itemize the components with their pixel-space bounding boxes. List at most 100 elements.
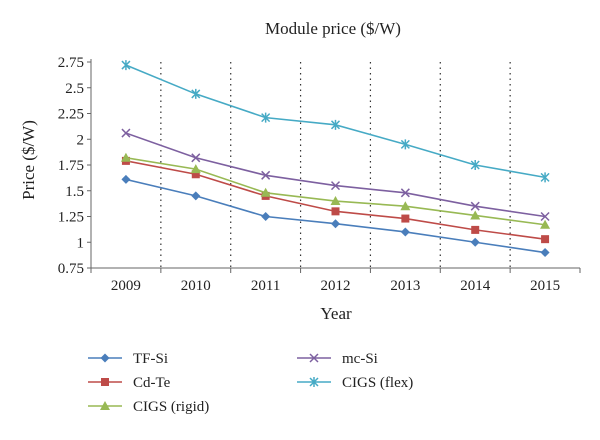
data-point-cigs-rigid [330,196,341,206]
y-tick-label: 1.75 [58,158,84,174]
data-point-cd-te-shape [191,170,200,179]
legend-marker-shape [309,353,319,363]
x-tick-label: 2010 [181,278,211,294]
data-point-mc-si [540,211,550,222]
plot-area: 0.75 1 1.25 1.5 1.75 2 2.25 2.5 2.75 2009 2010 2011… [58,55,581,294]
chart-title: Module price ($/W) [265,19,401,38]
data-point-mc-si-shape [261,170,271,180]
data-point-cigs-flex [121,60,131,71]
data-point-cd-te-shape [331,207,340,216]
y-tick-label: 2.25 [58,107,84,123]
y-axis-title: Price ($/W) [19,120,38,200]
data-point-cd-te [331,207,340,216]
x-tick-label: 2011 [251,278,280,294]
x-tick-label: 2012 [321,278,351,294]
data-point-cigs-flex-shape [261,112,271,123]
data-point-cigs-flex [540,172,550,183]
data-point-cigs-flex-shape [330,119,341,130]
legend-label: TF-Si [133,351,168,367]
data-point-tf-si-shape [400,227,410,237]
legend-marker-shape [309,377,319,387]
legend-marker-shape [100,353,110,363]
data-point-cd-te-shape [471,225,480,234]
data-point-cigs-rigid [400,201,411,211]
data-point-tf-si [540,248,550,258]
data-point-cigs-rigid-shape [470,210,481,220]
y-tick-label: 2.75 [58,55,84,71]
x-tick-label: 2014 [460,278,491,294]
data-point-tf-si-shape [261,212,271,221]
data-point-mc-si-shape [400,188,410,198]
data-point-cigs-flex-shape [540,172,550,183]
data-point-cigs-rigid-shape [330,196,341,206]
data-point-tf-si-shape [470,237,480,247]
data-point-tf-si [121,174,131,184]
data-point-cigs-flex [470,160,480,170]
y-tick-label: 1.25 [58,210,84,226]
data-point-cigs-rigid [540,219,551,229]
data-point-mc-si-shape [191,153,201,163]
legend-label: Cd-Te [133,375,171,391]
legend-item-tf-si: TF-Si [88,351,168,367]
data-point-cd-te [541,235,550,244]
legend-label: mc-Si [342,351,378,367]
data-point-cigs-rigid [260,187,271,197]
data-point-cigs-flex [330,119,341,130]
data-point-cigs-rigid [190,164,201,174]
legend-marker [100,353,110,363]
data-point-tf-si [261,212,271,221]
data-point-cd-te [191,170,200,179]
data-point-tf-si-shape [331,219,340,229]
data-point-mc-si-shape [540,211,550,222]
legend-marker-shape [101,378,109,386]
data-point-cd-te [471,225,480,234]
data-point-cigs-flex [400,139,410,150]
data-point-tf-si-shape [540,248,550,258]
y-tick-label: 0.75 [58,261,84,277]
data-point-cigs-rigid-shape [400,201,411,211]
y-tick-label: 1 [77,235,85,251]
y-tick-label: 1.5 [65,184,84,200]
data-point-tf-si-shape [121,174,131,184]
data-point-cd-te [401,214,410,223]
x-tick-label: 2009 [111,278,141,294]
data-point-cigs-flex-shape [191,88,201,99]
x-axis-title: Year [320,304,352,323]
legend-marker [309,377,319,387]
data-point-cigs-rigid [120,152,131,162]
legend-label: CIGS (flex) [342,375,413,391]
data-point-cd-te-shape [401,214,410,223]
legend-item-cigs-flex: CIGS (flex) [297,375,413,391]
data-point-cigs-flex-shape [470,160,480,170]
data-point-tf-si [331,219,340,229]
legend-item-mc-si: mc-Si [297,351,378,367]
legend-marker-shape [100,401,110,410]
data-point-mc-si-shape [330,181,341,191]
data-point-cigs-flex [261,112,271,123]
legend-label: CIGS (rigid) [133,399,209,415]
data-point-mc-si [330,181,341,191]
data-point-mc-si [470,201,480,211]
data-point-cigs-rigid [470,210,481,220]
data-point-tf-si [400,227,410,237]
x-tick-label: 2013 [390,278,420,294]
data-point-mc-si [400,188,410,198]
data-point-mc-si-shape [121,128,131,138]
legend: TF-Si Cd-Te CIGS (rigid) mc-Si CIGS (flex) [88,351,413,415]
data-point-cigs-flex-shape [400,139,410,150]
data-point-mc-si [261,170,271,180]
data-point-cigs-rigid-shape [540,219,551,229]
data-point-tf-si-shape [191,191,201,201]
data-point-tf-si [470,237,480,247]
data-point-cigs-rigid-shape [260,187,271,197]
legend-marker [100,401,110,410]
data-point-mc-si [191,153,201,163]
data-point-cigs-rigid-shape [120,152,131,162]
data-point-cigs-flex-shape [121,60,131,71]
legend-marker [101,378,109,386]
y-tick-label: 2.5 [65,81,84,97]
y-tick-label: 2 [77,132,85,148]
data-point-cd-te-shape [541,235,550,244]
data-point-tf-si [191,191,201,201]
